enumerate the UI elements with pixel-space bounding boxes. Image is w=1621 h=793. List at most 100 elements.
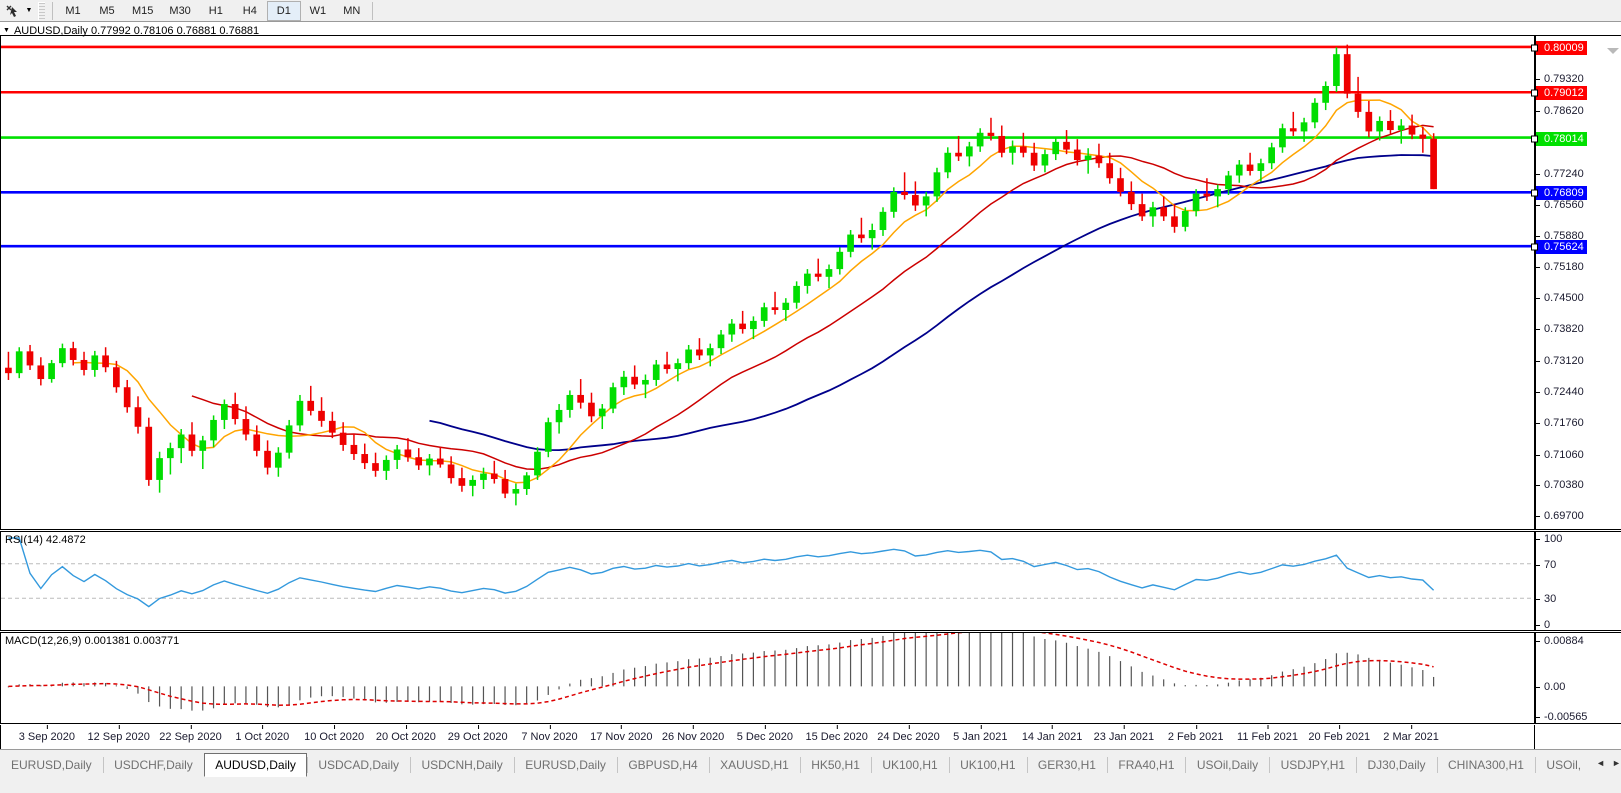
chart-tab-strip: EURUSD,Daily USDCHF,Daily AUDUSD,Daily USDC… [0,749,1621,793]
price-tick: 0.73120 [1536,355,1584,367]
time-label: 3 Sep 2020 [18,725,76,743]
timeframe-group: M1 M5 M15 M30 H1 H4 D1 W1 MN [56,0,369,22]
rsi-axis: 100 70 30 0 [1535,531,1621,631]
timeframe-mn[interactable]: MN [343,4,361,17]
rsi-tick: 0 [1536,619,1550,631]
time-label: 5 Dec 2020 [736,725,794,743]
timeframe-d1[interactable]: D1 [266,0,301,21]
chart-tab-usdcad-daily[interactable]: USDCAD,Daily [318,758,400,772]
level-handle-icon[interactable] [1531,89,1538,97]
chart-tab-audusd-daily[interactable]: AUDUSD,Daily [204,753,307,777]
chart-tab-usdchf-daily[interactable]: USDCHF,Daily [114,758,193,772]
chart-header: ▼ AUDUSD,Daily 0.77992 0.78106 0.76881 0… [0,23,1621,38]
time-label: 11 Feb 2021 [1237,725,1298,743]
chart-title-ohlc: AUDUSD,Daily 0.77992 0.78106 0.76881 0.7… [13,24,260,37]
level-handle-icon[interactable] [1531,243,1538,251]
time-label: 29 Oct 2020 [447,725,508,743]
price-level-badge[interactable]: 0.78014 [1531,131,1587,146]
macd-tick: -0.00565 [1536,711,1587,723]
macd-pane[interactable]: MACD(12,26,9) 0.001381 0.003771 [0,632,1535,724]
rsi-tick: 30 [1536,593,1556,605]
time-label: 2 Mar 2021 [1383,725,1439,743]
time-label: 20 Feb 2021 [1308,725,1371,743]
chart-tab-eurusd-daily[interactable]: EURUSD,Daily [525,758,606,772]
time-label: 20 Oct 2020 [375,725,436,743]
macd-label: MACD(12,26,9) 0.001381 0.003771 [5,635,180,647]
time-label: 17 Nov 2020 [590,725,653,743]
chart-tab-uk100-h1[interactable]: UK100,H1 [882,758,938,772]
arrow-left-icon[interactable]: ◄ [1596,758,1605,768]
price-tick: 0.71760 [1536,417,1584,429]
toolbar-grip[interactable] [38,1,45,20]
chart-tab-hk50-h1[interactable]: HK50,H1 [811,758,860,772]
chart-tab-dj30-daily[interactable]: DJ30,Daily [1367,758,1426,772]
time-label: 14 Jan 2021 [1021,725,1083,743]
timeframe-h1[interactable]: H1 [208,4,223,17]
triangle-down-icon[interactable]: ▼ [3,27,10,34]
arrow-right-icon[interactable]: ► [1612,758,1621,768]
chart-tab-ger30-h1[interactable]: GER30,H1 [1037,758,1096,772]
rsi-tick: 70 [1536,559,1556,571]
time-label: 1 Oct 2020 [235,725,290,743]
time-label: 22 Sep 2020 [159,725,222,743]
chart-tab-gbpusd-h4[interactable]: GBPUSD,H4 [628,758,698,772]
chart-tab-usdcnh-daily[interactable]: USDCNH,Daily [421,758,503,772]
time-label: 24 Dec 2020 [877,725,940,743]
crosshair-icon[interactable] [2,1,22,21]
price-axis[interactable]: 0.793200.786200.779400.772400.765600.758… [1531,35,1621,530]
price-level-badge[interactable]: 0.80009 [1531,40,1587,55]
chart-tab-china300-h1[interactable]: CHINA300,H1 [1447,758,1524,772]
price-tick: 0.79320 [1536,73,1584,85]
timeframe-w1[interactable]: W1 [309,4,327,17]
time-label: 15 Dec 2020 [805,725,868,743]
price-tick: 0.78620 [1536,105,1584,117]
macd-tick: 0.00884 [1536,635,1584,647]
level-handle-icon[interactable] [1531,189,1538,197]
chart-tab-eurusd-daily[interactable]: EURUSD,Daily [11,758,92,772]
timeframe-m5[interactable]: M5 [99,4,115,17]
price-level-badge[interactable]: 0.75624 [1531,240,1587,255]
time-label: 26 Nov 2020 [661,725,725,743]
price-pane[interactable] [0,35,1535,530]
price-tick: 0.72440 [1536,386,1584,398]
price-tick: 0.73820 [1536,323,1584,335]
time-label: 7 Nov 2020 [521,725,578,743]
price-tick: 0.76560 [1536,199,1584,211]
toolbar-divider-2 [371,1,373,20]
timeframe-h4[interactable]: H4 [242,4,257,17]
rsi-label: RSI(14) 42.4872 [5,534,86,546]
chart-tab-usoil-daily[interactable]: USOil,Daily [1196,758,1259,772]
chevron-down-icon[interactable]: ▼ [25,7,33,14]
timeframe-m1[interactable]: M1 [65,4,81,17]
price-level-badge[interactable]: 0.79012 [1531,86,1587,101]
chart-tab-fra40-h1[interactable]: FRA40,H1 [1118,758,1175,772]
chart-tab-uk100-h1[interactable]: UK100,H1 [960,758,1016,772]
price-tick: 0.75180 [1536,261,1584,273]
chart-scroll-handle[interactable] [1607,48,1619,54]
chart-tab-usoil-[interactable]: USOil, [1546,758,1582,772]
macd-axis: 0.00884 0.00 -0.00565 [1535,632,1621,724]
time-label: 2 Feb 2021 [1167,725,1224,743]
price-tick: 0.74500 [1536,292,1584,304]
rsi-pane[interactable]: RSI(14) 42.4872 [0,531,1535,631]
time-label: 10 Oct 2020 [304,725,365,743]
macd-tick: 0.00 [1536,681,1565,693]
price-tick: 0.75880 [1536,230,1584,242]
price-tick: 0.71060 [1536,449,1584,461]
top-toolbar: ▼ M1 M5 M15 M30 H1 H4 D1 W1 MN [0,0,1621,22]
chart-tab-xauusd-h1[interactable]: XAUUSD,H1 [720,758,789,772]
level-handle-icon[interactable] [1531,135,1538,143]
tab-scroll-controls: ◄ ► [1596,753,1621,768]
chart-window: ▼ AUDUSD,Daily 0.77992 0.78106 0.76881 0… [0,23,1621,749]
timeframe-m15[interactable]: M15 [132,4,154,17]
price-tick: 0.69700 [1536,510,1584,522]
price-tick: 0.77240 [1536,168,1584,180]
time-label: 12 Sep 2020 [87,725,150,743]
time-label: 23 Jan 2021 [1093,725,1155,743]
time-label: 5 Jan 2021 [953,725,1008,743]
price-tick: 0.70380 [1536,479,1584,491]
price-level-badge[interactable]: 0.76809 [1531,186,1587,201]
timeframe-m30[interactable]: M30 [169,4,191,17]
chart-tab-usdjpy-h1[interactable]: USDJPY,H1 [1280,758,1346,772]
level-handle-icon[interactable] [1531,44,1538,52]
